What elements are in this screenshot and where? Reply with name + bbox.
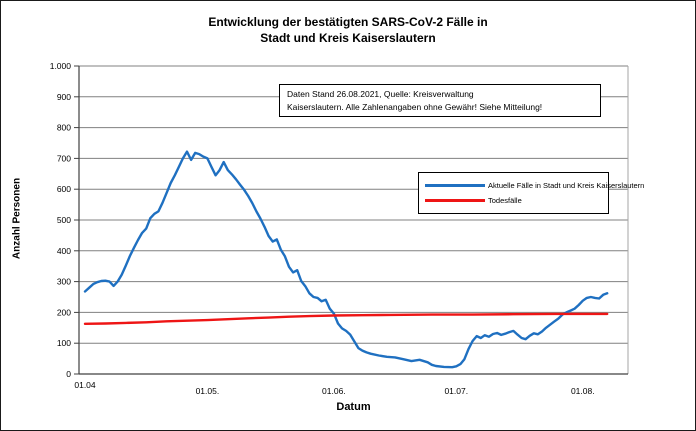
y-tick-label: 600	[57, 184, 71, 194]
y-tick-label: 800	[57, 123, 71, 133]
y-tick-label: 200	[57, 307, 71, 317]
legend-swatch-todesfaelle	[425, 199, 485, 202]
chart-title: Entwicklung der bestätigten SARS-CoV-2 F…	[1, 14, 695, 46]
y-tick-label: 300	[57, 277, 71, 287]
x-axis-title: Datum	[336, 401, 371, 413]
x-tick-label: 01.05.	[196, 386, 220, 396]
y-tick-label: 1.000	[50, 61, 72, 71]
y-tick-label: 900	[57, 92, 71, 102]
data-source-note-line1: Daten Stand 26.08.2021, Quelle: Kreisver…	[287, 89, 474, 99]
legend-label-aktuelle-faelle: Aktuelle Fälle in Stadt und Kreis Kaiser…	[488, 181, 645, 190]
legend-item-aktuelle-faelle: Aktuelle Fälle in Stadt und Kreis Kaiser…	[425, 178, 644, 193]
y-axis-title: Anzahl Personen	[11, 177, 23, 260]
chart-title-line1: Entwicklung der bestätigten SARS-CoV-2 F…	[208, 15, 488, 29]
y-tick-label: 100	[57, 338, 71, 348]
x-tick-label: 01.04	[74, 380, 96, 390]
x-tick-label: 01.08.	[571, 386, 595, 396]
legend-label-todesfaelle: Todesfälle	[488, 196, 522, 205]
y-tick-label: 400	[57, 246, 71, 256]
legend-item-todesfaelle: Todesfälle	[425, 193, 604, 208]
y-tick-label: 500	[57, 215, 71, 225]
data-source-note: Daten Stand 26.08.2021, Quelle: Kreisver…	[279, 84, 601, 117]
data-source-note-line2: Kaiserslautern. Alle Zahlenangaben ohne …	[287, 102, 543, 113]
series-line-aktuelle-faelle	[83, 150, 609, 369]
x-tick-label: 01.06.	[322, 386, 346, 396]
chart-title-line2: Stadt und Kreis Kaiserslautern	[260, 31, 436, 46]
x-tick-label: 01.07.	[444, 386, 468, 396]
series-line-todesfaelle	[83, 312, 609, 325]
legend-swatch-aktuelle-faelle	[425, 184, 485, 187]
legend: Aktuelle Fälle in Stadt und Kreis Kaiser…	[418, 172, 644, 214]
y-tick-label: 700	[57, 153, 71, 163]
y-tick-label: 0	[66, 369, 71, 379]
